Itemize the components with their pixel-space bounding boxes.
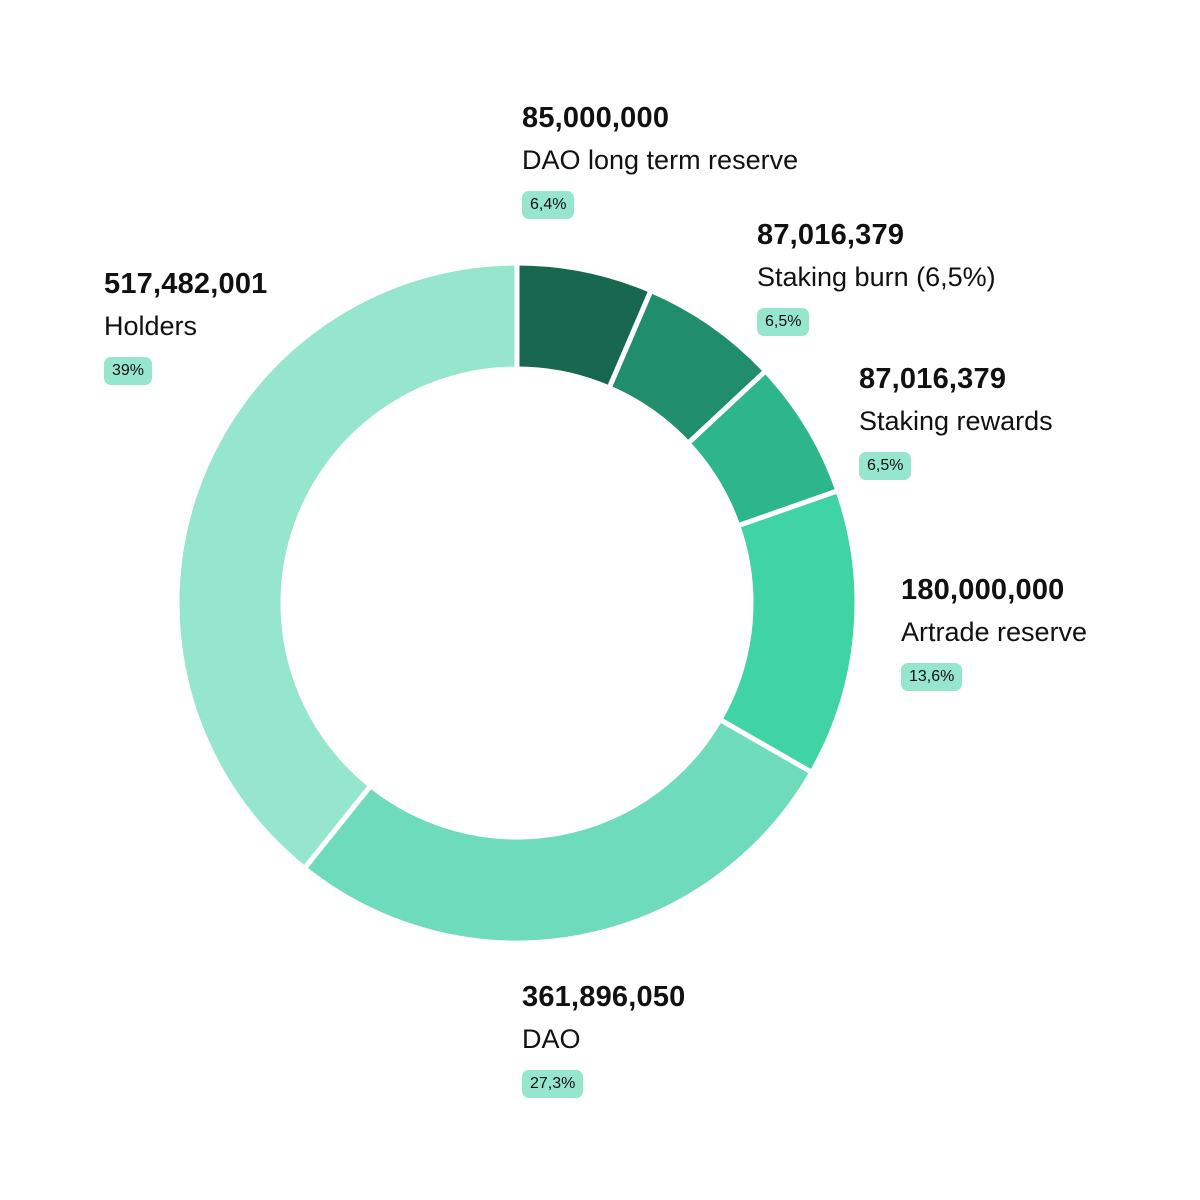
percent-badge: 39% <box>104 357 153 385</box>
slice-value: 361,896,050 <box>522 981 686 1013</box>
percent-badge: 6,5% <box>859 452 912 480</box>
donut-slice-dao <box>300 716 816 946</box>
label-staking-burn: 87,016,379 Staking burn (6,5%) 6,5% <box>757 218 996 336</box>
donut-slice-holders <box>174 260 520 872</box>
label-dao: 361,896,050 DAO 27,3% <box>522 980 685 1098</box>
label-staking-rewards: 87,016,379 Staking rewards 6,5% <box>859 362 1053 480</box>
slice-value: 85,000,000 <box>522 102 670 134</box>
slice-name: DAO long term reserve <box>522 145 799 175</box>
slice-name: Holders <box>104 311 198 341</box>
slice-value: 517,482,001 <box>104 268 268 300</box>
label-artrade-reserve: 180,000,000 Artrade reserve 13,6% <box>901 573 1087 691</box>
percent-badge: 6,4% <box>522 191 575 219</box>
slice-name: Staking burn (6,5%) <box>757 262 996 292</box>
percent-badge: 27,3% <box>522 1070 584 1098</box>
slice-value: 87,016,379 <box>859 363 1007 395</box>
label-holders: 517,482,001 Holders 39% <box>104 267 267 385</box>
slice-value: 180,000,000 <box>901 574 1065 606</box>
label-dao-long-term-reserve: 85,000,000 DAO long term reserve 6,4% <box>522 101 798 219</box>
slice-value: 87,016,379 <box>757 219 905 251</box>
slice-name: Artrade reserve <box>901 617 1088 647</box>
percent-badge: 6,5% <box>757 308 810 336</box>
slice-name: DAO <box>522 1024 581 1054</box>
percent-badge: 13,6% <box>901 663 963 691</box>
slice-name: Staking rewards <box>859 406 1053 436</box>
